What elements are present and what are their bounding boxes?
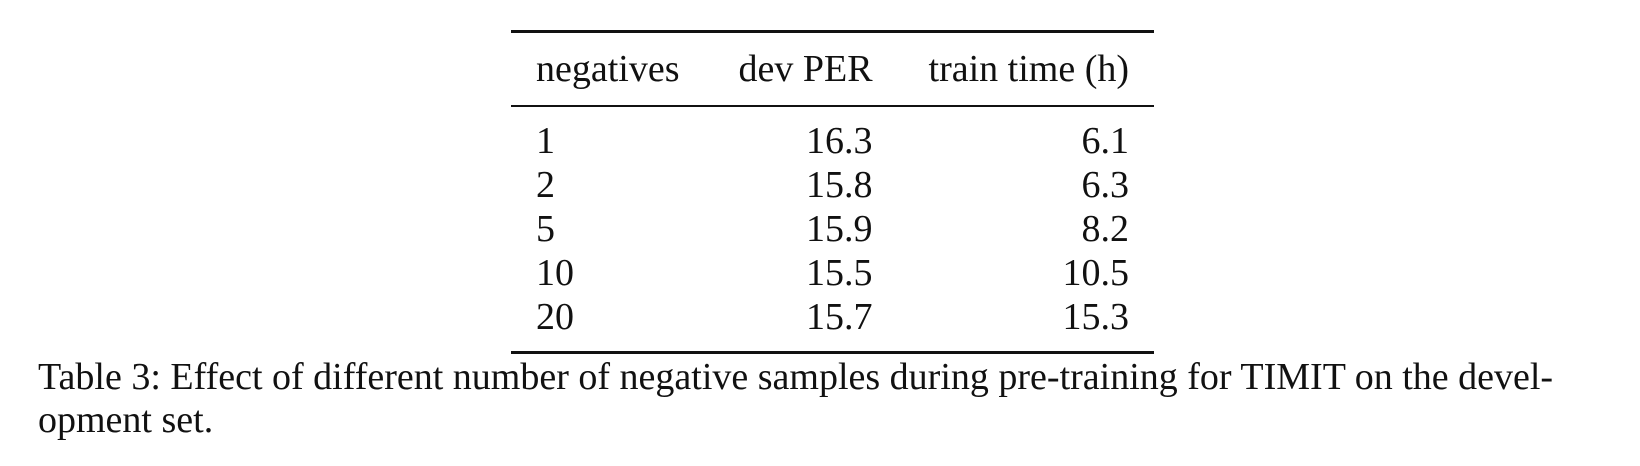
caption-line-1: Table 3: Effect of different number of n… [38,356,1554,398]
table-body: 1 16.3 6.1 2 15.8 6.3 5 15.9 8.2 10 15.5… [511,106,1154,353]
cell-train-time: 8.2 [1081,208,1130,250]
cell-negatives: 20 [536,296,574,338]
header-dev-per: dev PER [738,48,873,90]
cell-dev-per: 16.3 [806,120,873,162]
header-negatives: negatives [536,48,680,90]
cell-dev-per: 15.9 [806,208,873,250]
table-row: 1 16.3 6.1 [511,106,1154,163]
cell-dev-per: 15.8 [806,164,873,206]
cell-dev-per: 15.5 [806,252,873,294]
results-table-container: negatives dev PER train time (h) 1 16.3 … [511,30,1154,354]
cell-negatives: 10 [536,252,574,294]
cell-train-time: 15.3 [1062,296,1130,338]
table-caption: Table 3: Effect of different number of n… [38,356,1608,442]
table-row: 2 15.8 6.3 [511,163,1154,207]
cell-negatives: 1 [536,120,555,162]
cell-train-time: 10.5 [1062,252,1130,294]
header-train-time: train time (h) [928,48,1129,90]
table-row: 10 15.5 10.5 [511,251,1154,295]
cell-train-time: 6.1 [1081,120,1130,162]
cell-dev-per: 15.7 [806,296,873,338]
table-row: 5 15.9 8.2 [511,207,1154,251]
cell-negatives: 5 [536,208,555,250]
results-table: negatives dev PER train time (h) 1 16.3 … [511,30,1154,354]
table-row: 20 15.7 15.3 [511,295,1154,353]
table-header: negatives dev PER train time (h) [511,31,1154,106]
cell-train-time: 6.3 [1081,164,1130,206]
cell-negatives: 2 [536,164,555,206]
caption-line-2: opment set. [38,399,214,441]
header-row: negatives dev PER train time (h) [511,31,1154,106]
